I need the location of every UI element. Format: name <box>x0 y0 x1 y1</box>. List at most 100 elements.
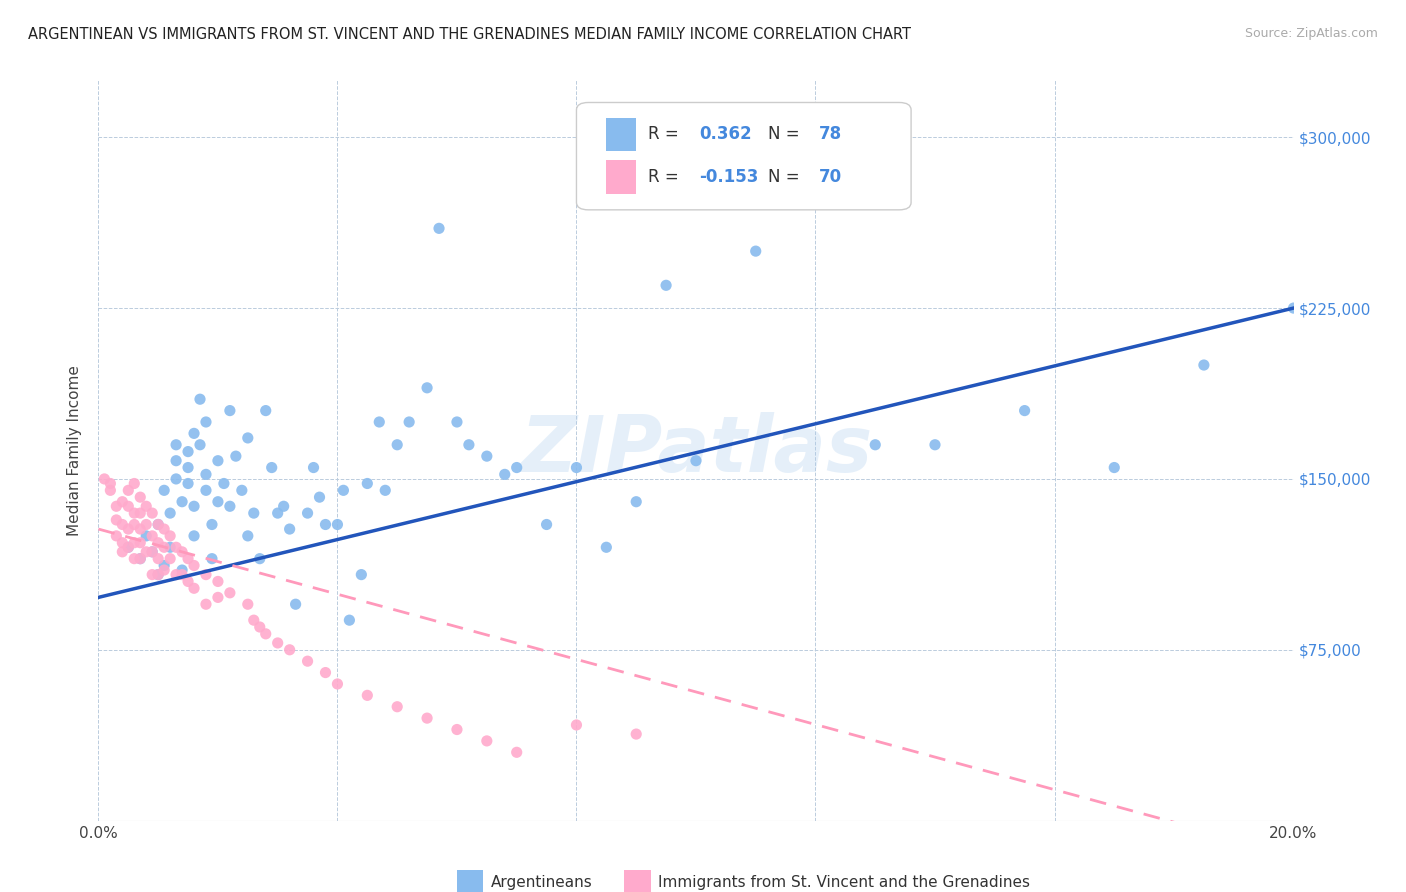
Point <box>177 460 200 475</box>
Point <box>267 506 290 520</box>
Point <box>219 403 242 417</box>
Point <box>124 506 146 520</box>
Point <box>183 426 205 441</box>
Point <box>117 500 139 514</box>
Point <box>207 574 229 589</box>
Point <box>201 551 224 566</box>
Point <box>297 654 319 668</box>
Point <box>308 490 330 504</box>
Point <box>385 699 409 714</box>
Point <box>475 449 498 463</box>
Point <box>177 551 200 566</box>
Point <box>129 506 152 520</box>
Point <box>93 472 115 486</box>
FancyBboxPatch shape <box>576 103 911 210</box>
Point <box>105 513 128 527</box>
Point <box>595 541 617 555</box>
Text: 78: 78 <box>820 126 842 144</box>
Point <box>141 506 163 520</box>
Point <box>374 483 396 498</box>
Text: Immigrants from St. Vincent and the Grenadines: Immigrants from St. Vincent and the Gren… <box>658 875 1029 890</box>
Point <box>565 718 588 732</box>
Y-axis label: Median Family Income: Median Family Income <box>67 365 83 536</box>
Point <box>254 403 277 417</box>
Point <box>254 627 277 641</box>
Point <box>315 517 337 532</box>
Point <box>188 392 211 407</box>
Point <box>172 545 194 559</box>
Point <box>135 529 157 543</box>
Text: R =: R = <box>648 168 685 186</box>
Point <box>177 574 200 589</box>
Point <box>188 438 211 452</box>
Point <box>565 460 588 475</box>
Point <box>124 551 146 566</box>
Point <box>356 476 378 491</box>
Point <box>446 723 468 737</box>
Point <box>195 467 218 482</box>
Point <box>297 506 319 520</box>
Point <box>148 567 170 582</box>
Point <box>1192 358 1215 372</box>
Point <box>1014 403 1036 417</box>
Point <box>141 567 163 582</box>
Point <box>458 438 481 452</box>
Point <box>111 545 134 559</box>
Text: ZIPatlas: ZIPatlas <box>520 412 872 489</box>
Point <box>1282 301 1305 315</box>
Point <box>117 483 139 498</box>
Point <box>124 517 146 532</box>
Point <box>236 597 259 611</box>
Point <box>159 506 181 520</box>
Point <box>153 483 176 498</box>
Point <box>183 558 205 573</box>
Point <box>207 494 229 508</box>
Point <box>183 582 205 596</box>
Text: 0.362: 0.362 <box>700 126 752 144</box>
Point <box>159 551 181 566</box>
Point <box>368 415 391 429</box>
Point <box>626 494 648 508</box>
Bar <box>624 871 651 892</box>
Point <box>172 563 194 577</box>
Point <box>416 711 439 725</box>
Point <box>260 460 283 475</box>
Point <box>153 522 176 536</box>
Point <box>159 541 181 555</box>
Point <box>207 591 229 605</box>
Point <box>148 567 170 582</box>
Point <box>332 483 354 498</box>
Point <box>183 500 205 514</box>
Point <box>350 567 373 582</box>
Point <box>398 415 420 429</box>
Point <box>685 453 707 467</box>
Point <box>98 476 122 491</box>
Point <box>117 541 139 555</box>
Point <box>201 517 224 532</box>
Point <box>129 551 152 566</box>
Point <box>135 545 157 559</box>
Point <box>165 453 187 467</box>
Point <box>236 431 259 445</box>
Point <box>148 517 170 532</box>
Point <box>111 535 134 549</box>
Point <box>416 381 439 395</box>
Point <box>148 517 170 532</box>
Point <box>141 545 163 559</box>
Point <box>159 529 181 543</box>
Point <box>219 586 242 600</box>
Point <box>153 563 176 577</box>
Bar <box>606 118 637 152</box>
Point <box>148 551 170 566</box>
Text: N =: N = <box>768 126 804 144</box>
Point <box>225 449 247 463</box>
Text: -0.153: -0.153 <box>700 168 759 186</box>
Point <box>105 529 128 543</box>
Point <box>165 438 187 452</box>
Text: N =: N = <box>768 168 804 186</box>
Point <box>165 472 187 486</box>
Text: Argentineans: Argentineans <box>491 875 592 890</box>
Point <box>273 500 295 514</box>
Point <box>745 244 768 259</box>
Point <box>98 483 122 498</box>
